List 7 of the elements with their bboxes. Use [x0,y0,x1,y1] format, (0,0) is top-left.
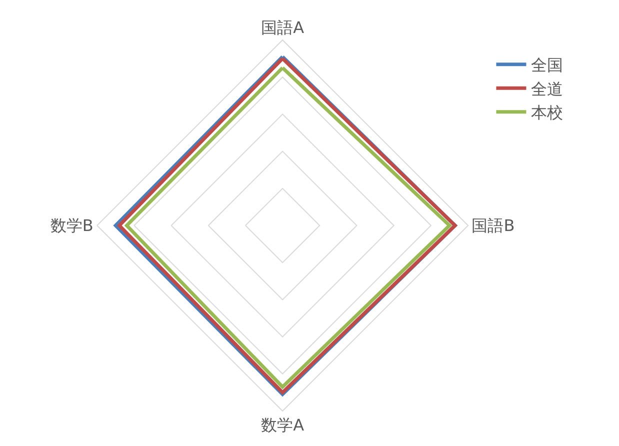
legend-label: 全国 [531,56,564,75]
spoke-label: 数学A [261,416,304,435]
spoke-label: 国語A [261,18,304,38]
spoke-label: 国語B [472,216,515,236]
legend-label: 全道 [531,79,564,98]
spoke-label: 数学B [50,216,94,236]
legend-label: 本校 [531,103,564,122]
